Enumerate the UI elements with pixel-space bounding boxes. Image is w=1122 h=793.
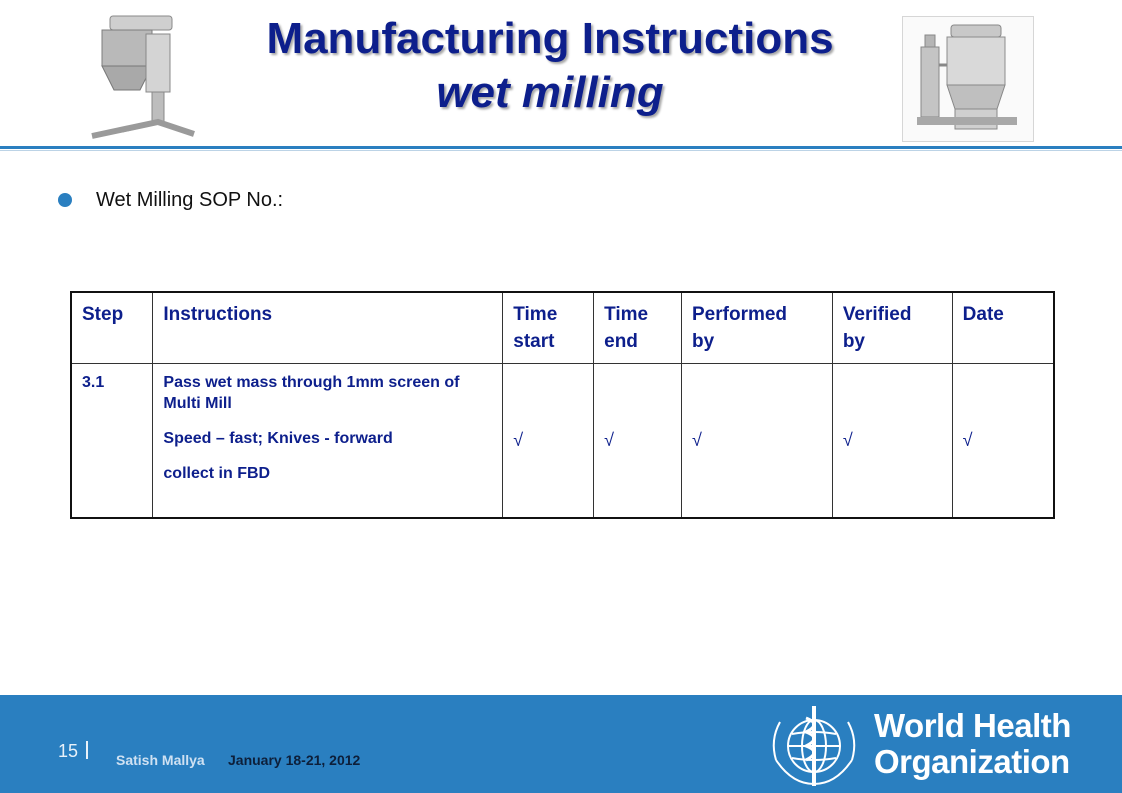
header-time-end: Time end bbox=[593, 291, 682, 364]
presentation-date: January 18-21, 2012 bbox=[228, 752, 361, 768]
cell-date: √ bbox=[951, 363, 1055, 518]
cell-time-start: √ bbox=[502, 363, 595, 518]
cell-time-end: √ bbox=[593, 363, 682, 518]
title-line-1: Manufacturing Instructions bbox=[266, 14, 834, 63]
cell-step: 3.1 bbox=[70, 363, 154, 518]
title-line-2: wet milling bbox=[436, 68, 664, 117]
instruction-line: collect in FBD bbox=[163, 465, 271, 482]
title-divider-shadow bbox=[0, 150, 1122, 151]
sop-label: Wet Milling SOP No.: bbox=[96, 188, 284, 211]
header-instructions: Instructions bbox=[152, 291, 504, 364]
table-header-row: Step Instructions Time start Time end Perf… bbox=[70, 291, 1055, 364]
title-divider bbox=[0, 146, 1122, 149]
page-number: 15 bbox=[58, 741, 79, 761]
cell-verified-by: √ bbox=[831, 363, 953, 518]
who-wordmark-line-1: World Health bbox=[874, 707, 1071, 744]
who-emblem-icon bbox=[772, 706, 856, 786]
header-date: Date bbox=[951, 291, 1055, 364]
slide-title: Manufacturing Instructions wet milling bbox=[200, 12, 900, 120]
table-row: 3.1 Pass wet mass through 1mm screen of … bbox=[70, 363, 1055, 518]
sop-bullet: Wet Milling SOP No.: bbox=[58, 186, 283, 214]
instruction-line: Pass wet mass through 1mm screen of Mult… bbox=[163, 374, 460, 412]
multi-mill-image bbox=[91, 15, 195, 139]
header-performed-by: Performed by bbox=[681, 291, 833, 364]
presenter-name: Satish Mallya bbox=[116, 752, 205, 768]
cell-performed-by: √ bbox=[681, 363, 833, 518]
cell-instructions: Pass wet mass through 1mm screen of Mult… bbox=[152, 363, 504, 518]
who-wordmark: World Health Organization bbox=[874, 708, 1071, 780]
fluid-bed-dryer-image bbox=[902, 16, 1034, 142]
page-separator bbox=[86, 741, 88, 759]
bullet-icon bbox=[58, 193, 72, 207]
header-verified-by: Verified by bbox=[831, 291, 953, 364]
instruction-line: Speed – fast; Knives - forward bbox=[163, 430, 393, 447]
header-step: Step bbox=[70, 291, 154, 364]
footer-band: 15 Satish Mallya January 18-21, 2012 bbox=[0, 695, 1122, 793]
who-wordmark-line-2: Organization bbox=[874, 743, 1070, 780]
header-time-start: Time start bbox=[502, 291, 595, 364]
instructions-table: Step Instructions Time start Time end Perf… bbox=[70, 291, 1055, 519]
